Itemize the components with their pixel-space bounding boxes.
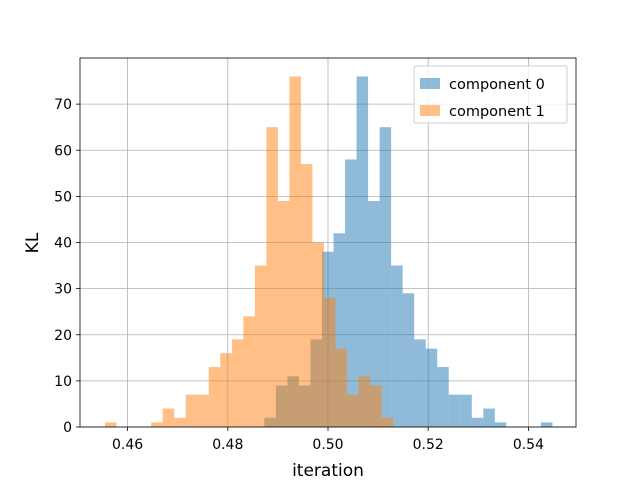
legend-box — [413, 65, 568, 124]
bar-s1-17 — [300, 164, 313, 427]
bar-s1-22 — [358, 376, 371, 427]
x-tick-label-3: 0.52 — [413, 437, 444, 453]
y-tick-label-0: 0 — [63, 420, 72, 436]
bar-s0-18 — [471, 417, 484, 427]
bar-s0-13 — [414, 339, 426, 427]
y-tick-label-3: 30 — [54, 282, 72, 298]
bar-s0-12 — [402, 293, 415, 427]
y-tick-label-1: 10 — [54, 374, 72, 390]
x-tick-label-1: 0.48 — [212, 437, 243, 453]
bar-s0-17 — [460, 394, 472, 427]
bar-s1-21 — [347, 394, 359, 427]
grid — [80, 58, 576, 428]
bar-s1-7 — [185, 394, 198, 427]
bar-s0-16 — [448, 394, 461, 427]
bar-s0-19 — [483, 408, 495, 427]
x-tick-label-4: 0.54 — [513, 437, 544, 453]
bar-s0-24 — [540, 422, 553, 427]
bar-s0-14 — [425, 348, 438, 427]
bar-s1-18 — [312, 242, 324, 427]
ticks: 0.46 0.48 0.50 0.52 0.54 0 10 20 30 40 50 60 70 — [54, 97, 544, 453]
y-tick-label-2: 20 — [54, 328, 72, 344]
x-tick-label-2: 0.50 — [312, 437, 343, 453]
y-axis-label: KL — [23, 232, 43, 253]
bar-s1-23 — [370, 385, 382, 427]
series-1-bars — [105, 76, 394, 427]
bar-s0-15 — [437, 367, 449, 427]
legend-label-1: component 1 — [449, 104, 545, 120]
bar-s1-19 — [323, 297, 336, 427]
bar-s0-6 — [333, 233, 346, 427]
bar-s0-20 — [494, 422, 507, 427]
bar-s0-9 — [368, 200, 380, 427]
bar-s0-10 — [379, 127, 392, 427]
y-tick-label-7: 70 — [54, 97, 72, 113]
bar-s1-11 — [231, 339, 244, 427]
x-axis-label: iteration — [292, 461, 364, 480]
legend: component 0 component 1 — [413, 65, 568, 124]
legend-label-0: component 0 — [449, 77, 545, 93]
bar-s0-11 — [391, 265, 403, 427]
y-tick-label-4: 40 — [54, 236, 72, 252]
bar-s1-10 — [220, 353, 232, 427]
bar-s1-8 — [197, 394, 209, 427]
x-tick-label-0: 0.46 — [112, 437, 143, 453]
bar-s1-16 — [289, 76, 301, 427]
bar-s1-0 — [105, 422, 117, 427]
bar-s1-6 — [174, 417, 186, 427]
bar-s1-24 — [381, 417, 394, 427]
bar-s1-14 — [266, 127, 278, 427]
bar-s1-20 — [335, 348, 348, 427]
bar-s0-7 — [345, 159, 357, 427]
bar-s0-8 — [356, 76, 369, 427]
y-tick-label-6: 60 — [54, 143, 72, 159]
bar-s1-9 — [208, 367, 221, 427]
y-tick-label-5: 50 — [54, 189, 72, 205]
bar-s1-12 — [243, 316, 255, 427]
legend-swatch-1 — [420, 105, 440, 116]
bar-s1-15 — [277, 200, 290, 427]
legend-swatch-0 — [420, 78, 440, 89]
bar-s1-4 — [151, 422, 163, 427]
bars — [105, 76, 553, 427]
bar-s1-13 — [254, 265, 267, 427]
bar-s1-5 — [162, 408, 175, 427]
